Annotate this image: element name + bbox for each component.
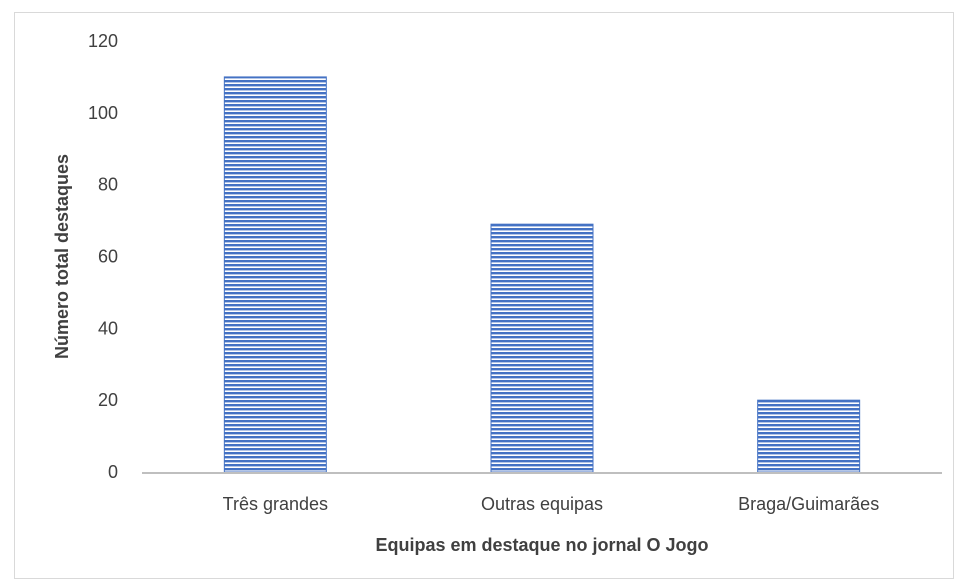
y-tick-label: 60 xyxy=(98,247,118,267)
y-tick-label: 80 xyxy=(98,175,118,195)
bar xyxy=(223,76,327,473)
x-axis-ticks: Três grandes Outras equipas Braga/Guimarãe… xyxy=(223,494,880,514)
bar xyxy=(490,223,594,473)
x-tick-label: Braga/Guimarães xyxy=(738,494,879,514)
y-axis-ticks: 0 20 40 60 80 100 120 xyxy=(88,31,118,482)
y-tick-label: 120 xyxy=(88,31,118,51)
x-tick-label: Outras equipas xyxy=(481,494,603,514)
y-tick-label: 0 xyxy=(108,462,118,482)
bars xyxy=(223,76,861,473)
x-tick-label: Três grandes xyxy=(223,494,328,514)
chart-frame xyxy=(14,12,954,579)
x-axis-title: Equipas em destaque no jornal O Jogo xyxy=(375,535,708,555)
y-tick-label: 40 xyxy=(98,318,118,338)
bar xyxy=(757,399,861,473)
y-axis-title: Número total destaques xyxy=(52,154,72,359)
y-tick-label: 100 xyxy=(88,103,118,123)
y-tick-label: 20 xyxy=(98,390,118,410)
